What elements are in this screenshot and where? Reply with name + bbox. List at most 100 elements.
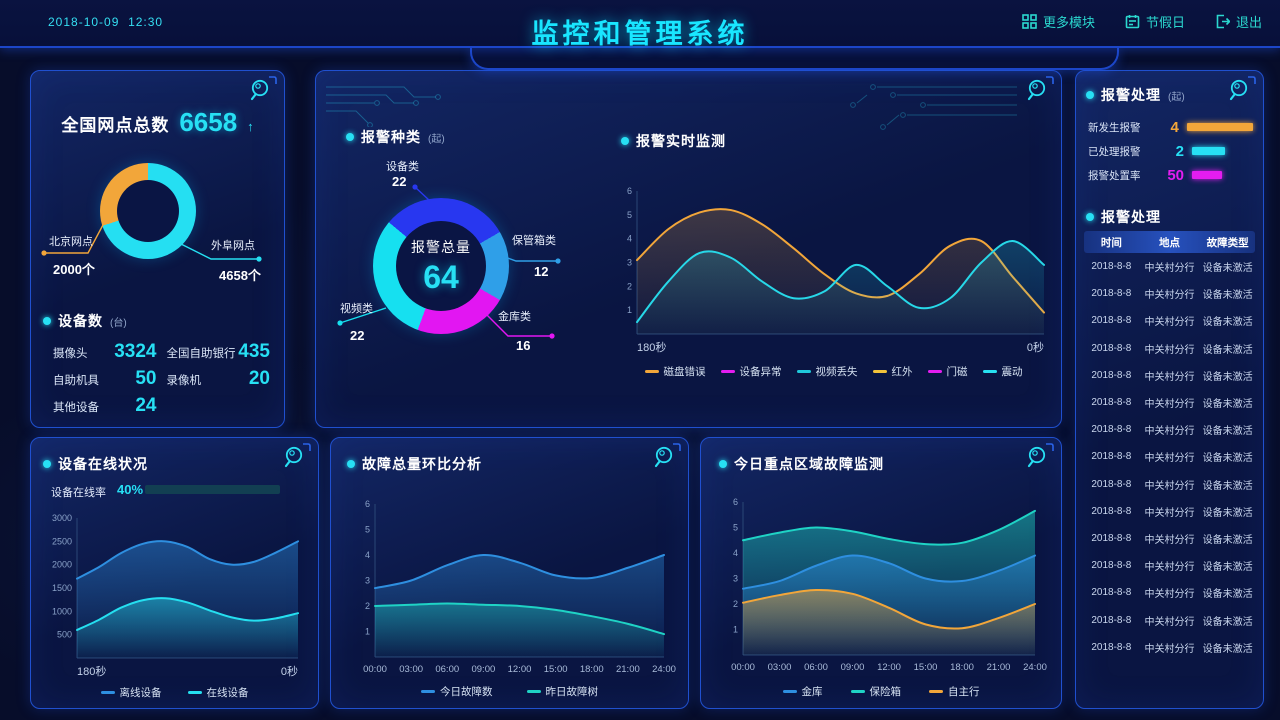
table-row: 2018-8-8 中关村分行 设备未激活: [1091, 505, 1253, 519]
region-fault-header: 今日重点区域故障监测: [719, 454, 884, 474]
svg-text:3: 3: [733, 574, 738, 584]
zoom-magnifier-button[interactable]: [281, 443, 311, 471]
alarm-realtime-header: 报警实时监测: [621, 131, 726, 151]
legend-item[interactable]: 门磁: [927, 364, 968, 379]
device-stat: 全国自助银行 435: [166, 341, 271, 362]
svg-text:00:00: 00:00: [363, 664, 387, 675]
legend-item[interactable]: 设备异常: [720, 364, 782, 379]
alarm-table-head: 时间 地点 故障类型: [1084, 231, 1255, 253]
header-datetime: 2018-10-09 12:30: [48, 15, 163, 29]
legend-item[interactable]: 自主行: [929, 684, 980, 699]
callout-label: 外阜网点: [211, 240, 255, 252]
svg-text:2: 2: [365, 601, 370, 611]
alarm-realtime-title: 报警实时监测: [636, 133, 726, 149]
legend-item[interactable]: 离线设备: [100, 685, 162, 700]
svg-text:2: 2: [733, 599, 738, 609]
svg-text:5: 5: [627, 210, 632, 220]
alarm-types-suffix: (起): [428, 134, 445, 145]
header-center-extension: [470, 46, 1119, 70]
devices-suffix: (台): [110, 318, 127, 329]
devices-title: 设备数: [58, 313, 103, 329]
callout-device-type: 设备类 22: [386, 161, 419, 189]
online-rate-bar: [145, 485, 280, 494]
zoom-magnifier-button[interactable]: [1024, 76, 1054, 104]
nav-label: 退出: [1235, 15, 1262, 30]
svg-text:5: 5: [365, 525, 370, 535]
alarm-handling-suffix: (起): [1168, 92, 1185, 103]
legend-dash-icon: [872, 370, 887, 373]
time-text: 12:30: [128, 15, 164, 29]
legend-item[interactable]: 磁盘错误: [644, 364, 706, 379]
table-row: 2018-8-8 中关村分行 设备未激活: [1091, 560, 1253, 574]
svg-text:03:00: 03:00: [768, 662, 792, 673]
svg-text:00:00: 00:00: [731, 662, 755, 673]
network-total-label: 全国网点总数: [61, 116, 170, 135]
legend-dash-icon: [421, 690, 435, 693]
bullet-dot-icon: [719, 460, 727, 468]
legend-dash-icon: [782, 690, 797, 693]
bullet-dot-icon: [346, 133, 354, 141]
callout-video-type: 视频类 22: [340, 303, 373, 343]
zoom-magnifier-button[interactable]: [1024, 443, 1054, 471]
table-row: 2018-8-8 中关村分行 设备未激活: [1091, 397, 1253, 411]
callout-safebox-type: 保管箱类 12: [512, 235, 556, 279]
svg-text:3: 3: [365, 576, 370, 586]
table-row: 2018-8-8 中关村分行 设备未激活: [1091, 424, 1253, 438]
nav-logout[interactable]: 退出: [1215, 12, 1262, 31]
table-row: 2018-8-8 中关村分行 设备未激活: [1091, 369, 1253, 383]
devices-section: 设备数 (台) 摄像头 3324 全国自助银行 435 自助机具 50 录像机 20 其…: [31, 311, 284, 417]
legend-dash-icon: [796, 370, 811, 373]
svg-text:21:00: 21:00: [616, 664, 640, 675]
zoom-magnifier-button[interactable]: [247, 76, 277, 104]
fault-compare-legend: 今日故障数 昨日故障树: [331, 684, 688, 699]
svg-text:5: 5: [733, 523, 738, 533]
alarm-total-label: 报警总量: [411, 238, 471, 255]
svg-text:180秒: 180秒: [637, 340, 666, 354]
legend-item[interactable]: 红外: [872, 364, 913, 379]
table-row: 2018-8-8 中关村分行 设备未激活: [1091, 587, 1253, 601]
nav-holiday[interactable]: 节假日: [1125, 12, 1185, 31]
panel-alarm-overview: 报警种类 (起) 报警总量 64 设备类 22 保管箱类 12: [315, 70, 1062, 428]
legend-item[interactable]: 金库: [782, 684, 823, 699]
legend-item[interactable]: 震动: [982, 364, 1023, 379]
alarm-handling-header: 报警处理 (起): [1086, 85, 1185, 105]
alarm-donut-zone: 报警总量 64 设备类 22 保管箱类 12 金库类 16: [326, 156, 621, 391]
legend-item[interactable]: 视频丢失: [796, 364, 858, 379]
region-fault-chart: 1 2 3 4 5 6 00:00 03:00 06:00 09:00 12:00 15:00 18:0…: [717, 494, 1047, 679]
legend-item[interactable]: 在线设备: [187, 685, 249, 700]
devices-header: 设备数 (台): [31, 311, 284, 331]
svg-text:1500: 1500: [52, 583, 72, 593]
fault-compare-header: 故障总量环比分析: [347, 454, 482, 474]
panel-region-fault: 今日重点区域故障监测 1 2 3 4 5 6 00:00 03:00 06:00 09:00 12:…: [700, 437, 1062, 709]
legend-item[interactable]: 保险箱: [850, 684, 901, 699]
device-stat: 自助机具 50: [53, 368, 157, 389]
callout-vault-type: 金库类 16: [498, 311, 531, 353]
table-row: 2018-8-8 中关村分行 设备未激活: [1091, 532, 1253, 546]
svg-text:0秒: 0秒: [281, 664, 298, 678]
svg-text:03:00: 03:00: [399, 664, 423, 675]
svg-text:4: 4: [627, 234, 632, 244]
circuit-decoration: [326, 86, 441, 127]
device-stat: 摄像头 3324: [53, 341, 157, 362]
alarm-types-header: 报警种类 (起): [346, 127, 445, 147]
nav-label: 节假日: [1145, 15, 1185, 30]
zoom-magnifier-button[interactable]: [1226, 76, 1256, 104]
svg-text:2000: 2000: [52, 560, 72, 570]
donut-hole: [396, 221, 486, 311]
zoom-magnifier-button[interactable]: [651, 443, 681, 471]
stat-bar: [1186, 123, 1253, 131]
online-rate-row: 设备在线率 40%: [31, 482, 318, 500]
device-online-legend: 离线设备 在线设备: [31, 685, 318, 700]
legend-item[interactable]: 昨日故障树: [526, 684, 598, 699]
legend-dash-icon: [526, 690, 541, 693]
legend-item[interactable]: 今日故障数: [421, 684, 493, 699]
fault-compare-title: 故障总量环比分析: [362, 456, 482, 472]
alarm-table-title: 报警处理: [1101, 209, 1161, 225]
alarm-table: 时间 地点 故障类型 2018-8-8 中关村分行 设备未激活 2018-8-8 中关村…: [1084, 231, 1255, 661]
region-fault-legend: 金库 保险箱 自主行: [701, 684, 1061, 699]
svg-text:1000: 1000: [52, 606, 72, 616]
nav-more-modules[interactable]: 更多模块: [1022, 12, 1095, 31]
device-stat: 其他设备 24: [53, 395, 157, 416]
table-row: 2018-8-8 中关村分行 设备未激活: [1091, 451, 1253, 465]
alarm-total-value: 64: [423, 258, 459, 295]
